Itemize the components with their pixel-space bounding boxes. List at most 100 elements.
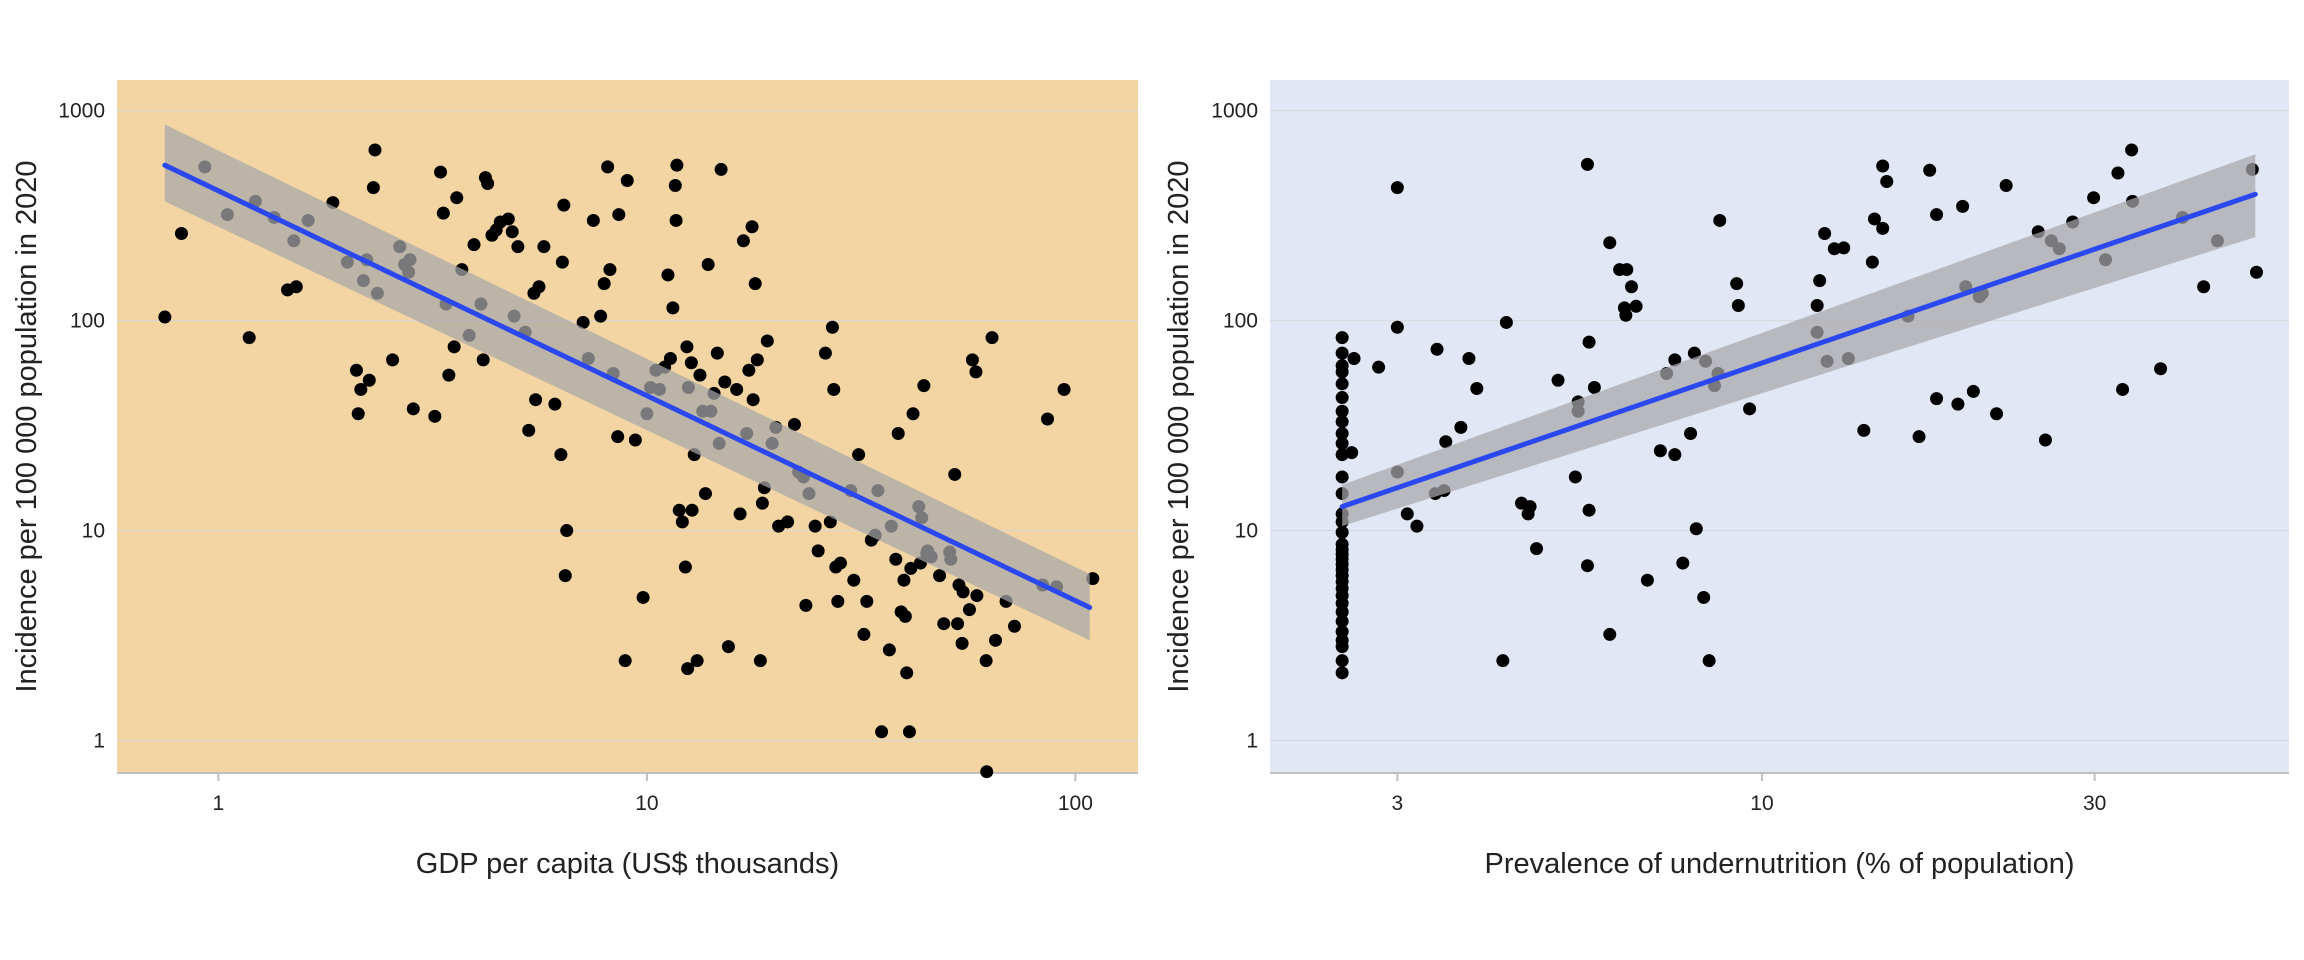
data-point	[1390, 181, 1404, 195]
data-point	[1990, 407, 2004, 421]
data-point	[612, 208, 626, 222]
data-point	[532, 280, 546, 294]
data-point	[1347, 351, 1361, 365]
data-point	[902, 725, 916, 739]
data-point	[557, 198, 571, 212]
data-point	[242, 331, 256, 345]
data-point	[1689, 522, 1703, 536]
data-point	[2087, 191, 2101, 205]
data-point	[1390, 320, 1404, 334]
data-point	[1619, 308, 1633, 322]
data-point	[1582, 335, 1596, 349]
data-point	[811, 544, 825, 558]
data-point	[668, 179, 682, 193]
data-point	[1603, 627, 1617, 641]
data-point	[2116, 382, 2130, 396]
data-point	[1876, 221, 1890, 235]
data-point	[1640, 573, 1654, 587]
data-point	[787, 417, 801, 431]
data-point	[537, 240, 551, 254]
data-point	[636, 590, 650, 604]
data-point	[1335, 331, 1349, 345]
data-point	[1335, 391, 1349, 405]
data-point	[560, 524, 574, 538]
data-point	[1923, 163, 1937, 177]
data-point	[1743, 402, 1757, 416]
data-point	[1335, 625, 1349, 639]
data-point	[746, 393, 760, 407]
y-axis-title: Incidence per 100 000 population in 2020	[1163, 160, 1195, 692]
data-point	[1335, 614, 1349, 628]
data-point	[1668, 448, 1682, 462]
data-point	[1530, 542, 1544, 556]
data-point	[1335, 537, 1349, 551]
data-point	[434, 165, 448, 179]
data-point	[956, 585, 970, 599]
data-point	[818, 346, 832, 360]
data-point	[1956, 199, 1970, 213]
data-point	[1930, 208, 1944, 222]
data-point	[1668, 353, 1682, 367]
data-point	[628, 433, 642, 447]
data-point	[753, 654, 767, 668]
y-tick-label: 10	[1235, 520, 1258, 543]
data-point	[1400, 507, 1414, 521]
data-point	[680, 340, 694, 354]
data-point	[678, 560, 692, 574]
data-point	[690, 654, 704, 668]
data-point	[1551, 373, 1565, 387]
data-point	[980, 765, 994, 779]
data-point	[620, 173, 634, 187]
x-tick-label: 1	[213, 792, 225, 815]
data-point	[467, 238, 481, 252]
data-point	[1951, 397, 1965, 411]
x-tick-label: 10	[1750, 792, 1773, 815]
data-point	[693, 368, 707, 382]
data-point	[860, 594, 874, 608]
y-tick-label: 1000	[58, 100, 105, 123]
data-point	[368, 143, 382, 157]
data-point	[852, 448, 866, 462]
data-point	[745, 220, 759, 234]
data-point	[349, 363, 363, 377]
data-point	[714, 162, 728, 176]
data-point	[603, 263, 617, 277]
x-tick-label: 100	[1058, 792, 1093, 815]
data-point	[748, 277, 762, 291]
data-point	[979, 654, 993, 668]
data-point	[558, 569, 572, 583]
data-point	[1912, 430, 1926, 444]
regression-line	[1339, 191, 2258, 510]
data-point	[1731, 299, 1745, 313]
y-tick-label: 100	[70, 310, 105, 333]
data-point	[1410, 519, 1424, 533]
data-point	[362, 373, 376, 387]
data-point	[1454, 420, 1468, 434]
data-point	[586, 213, 600, 227]
data-point	[721, 640, 735, 654]
data-point	[1335, 346, 1349, 360]
data-point	[1684, 426, 1698, 440]
data-point	[501, 212, 515, 226]
data-point	[481, 176, 495, 190]
data-point	[2111, 166, 2125, 180]
data-point	[1345, 446, 1359, 460]
data-point	[1865, 255, 1879, 269]
x-axis-title: GDP per capita (US$ thousands)	[416, 848, 839, 880]
data-point	[833, 556, 847, 570]
data-point	[1568, 470, 1582, 484]
data-point	[1653, 444, 1667, 458]
data-point	[755, 496, 769, 510]
data-point	[576, 315, 590, 329]
data-point	[351, 407, 365, 421]
data-point	[2250, 265, 2264, 279]
y-axis-title: Incidence per 100 000 population in 2020	[11, 160, 43, 692]
data-point	[158, 310, 172, 324]
regression-line	[162, 162, 1093, 610]
data-point	[406, 402, 420, 416]
data-point	[663, 351, 677, 365]
y-tick-label: 100	[1223, 310, 1258, 333]
data-point	[428, 409, 442, 423]
data-point	[522, 423, 536, 437]
data-point	[781, 515, 795, 529]
